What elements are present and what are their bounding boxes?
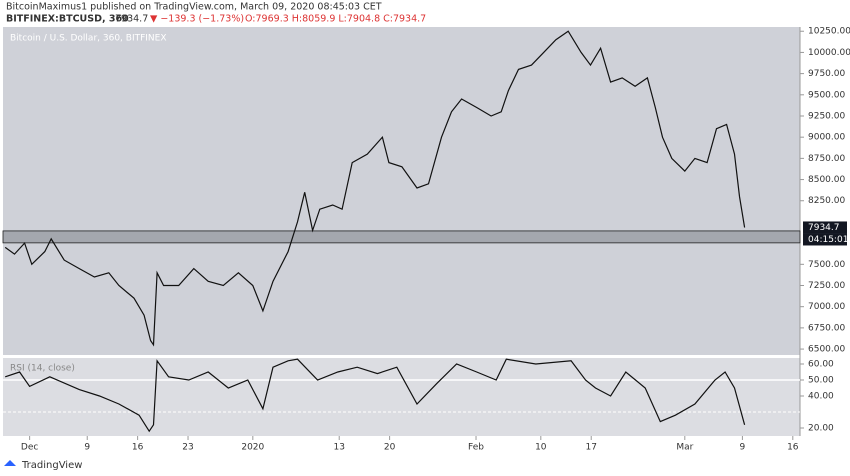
last: 7934.7 bbox=[115, 14, 148, 25]
support-band bbox=[2, 230, 801, 244]
rsi-legend: RSI (14, close) bbox=[10, 364, 75, 374]
x-tick-label: 13 bbox=[333, 443, 344, 453]
x-tick-label: Feb bbox=[468, 443, 484, 453]
rsi-panel bbox=[3, 358, 800, 436]
y-tick-label: 6750.00 bbox=[808, 323, 845, 333]
x-tick-label: 16 bbox=[787, 443, 799, 453]
x-tick-label: Dec bbox=[21, 443, 38, 453]
x-tick-label: 23 bbox=[182, 443, 193, 453]
y-tick-label: 7500.00 bbox=[808, 260, 845, 270]
x-tick-label: 17 bbox=[585, 443, 596, 453]
last-price-label: 7934.7 bbox=[808, 223, 840, 233]
ohlc: O:7969.3 H:8059.9 L:7904.8 C:7934.7 bbox=[245, 14, 426, 25]
change: ▼ −139.3 (−1.73%) bbox=[150, 14, 244, 25]
x-tick-label: 16 bbox=[132, 443, 144, 453]
y-tick-label: 9000.00 bbox=[808, 133, 845, 143]
price-legend: Bitcoin / U.S. Dollar, 360, BITFINEX bbox=[10, 34, 167, 44]
y-tick-label: 9750.00 bbox=[808, 69, 845, 79]
x-tick-label: 10 bbox=[535, 443, 547, 453]
x-tick-label: 9 bbox=[84, 443, 90, 453]
countdown: 04:15:01 bbox=[808, 235, 848, 245]
y-tick-label: 8500.00 bbox=[808, 175, 845, 185]
brand: TradingView bbox=[21, 460, 82, 471]
last-price-box bbox=[803, 221, 847, 234]
y-tick-label: 10250.00 bbox=[808, 27, 850, 37]
x-tick-label: 20 bbox=[384, 443, 396, 453]
y-tick-label: 7000.00 bbox=[808, 302, 845, 312]
brand-logo bbox=[4, 460, 16, 466]
x-tick-label: 9 bbox=[740, 443, 746, 453]
price-line bbox=[5, 358, 746, 433]
symbol: BITFINEX:BTCUSD, 360 bbox=[6, 14, 129, 25]
x-tick-label: Mar bbox=[676, 443, 693, 453]
countdown-box bbox=[803, 233, 847, 246]
y-tick-label: 8250.00 bbox=[808, 196, 845, 206]
price-panel bbox=[3, 27, 800, 355]
author-line: BitcoinMaximus1 published on TradingView… bbox=[6, 2, 382, 13]
y-tick-label: 9500.00 bbox=[808, 90, 845, 100]
y-tick-label: 7250.00 bbox=[808, 281, 845, 291]
y-tick-label: 60.00 bbox=[808, 360, 834, 370]
y-tick-label: 10000.00 bbox=[808, 48, 850, 58]
y-tick-label: 6500.00 bbox=[808, 345, 845, 355]
y-tick-label: 9250.00 bbox=[808, 111, 845, 121]
y-tick-label: 8750.00 bbox=[808, 154, 845, 164]
y-tick-label: 20.00 bbox=[808, 424, 834, 434]
y-tick-label: 40.00 bbox=[808, 392, 834, 402]
price-line bbox=[4, 30, 746, 347]
x-tick-label: 2020 bbox=[241, 443, 264, 453]
y-tick-label: 50.00 bbox=[808, 376, 834, 386]
